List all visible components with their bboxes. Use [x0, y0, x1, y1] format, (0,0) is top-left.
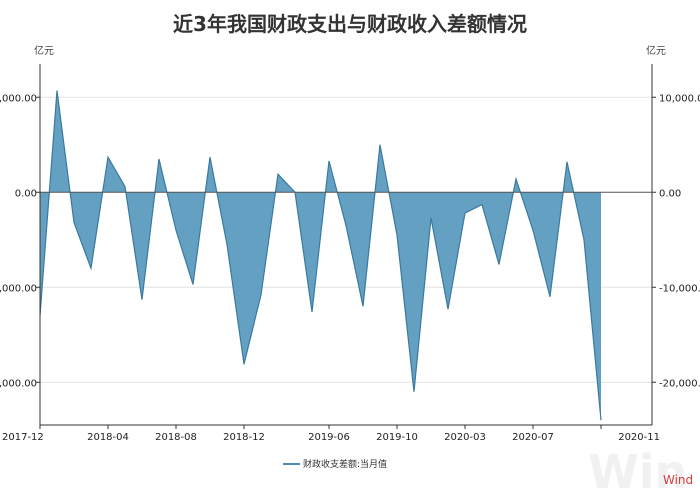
x-tick-label: 2020-11	[618, 432, 660, 443]
brand-label: Wind	[663, 473, 693, 487]
x-tick-label: 2018-08	[155, 432, 197, 443]
gridlines	[40, 96, 652, 383]
legend-label: 财政收支差额:当月值	[303, 458, 387, 470]
right-y-tick-label: -20,000.00	[659, 378, 700, 389]
right-y-axis-ticks: 10,000.00 0.00 -10,000.00 -20,000.00	[652, 93, 700, 389]
x-tick-label: 2018-04	[87, 432, 129, 443]
left-y-axis-ticks: 10,000.00 0.00 -10,000.00 -20,000.00	[0, 93, 40, 389]
x-tick-label: 2019-06	[308, 432, 350, 443]
right-axis-unit: 亿元	[646, 44, 666, 57]
left-axis-unit: 亿元	[34, 44, 54, 57]
left-y-tick-label: -10,000.00	[0, 283, 37, 294]
x-tick-label: 2019-10	[376, 432, 418, 443]
watermark: Win	[588, 445, 687, 499]
x-tick-label: 2020-07	[512, 432, 554, 443]
right-y-tick-label: 0.00	[659, 188, 681, 199]
x-tick-label: 2020-03	[444, 432, 486, 443]
x-axis-ticks: 2017-12 2018-04 2018-08 2018-12 2019-06 2019-…	[2, 425, 660, 443]
axes	[39, 64, 653, 426]
x-tick-label: 2017-12	[2, 432, 44, 443]
left-y-tick-label: 0.00	[15, 188, 37, 199]
right-y-tick-label: 10,000.00	[659, 93, 700, 104]
left-y-tick-label: -20,000.00	[0, 378, 37, 389]
left-y-tick-label: 10,000.00	[0, 93, 37, 104]
legend: 财政收支差额:当月值	[283, 458, 387, 470]
series-line	[39, 90, 602, 421]
x-tick-label: 2018-12	[223, 432, 265, 443]
right-y-tick-label: -10,000.00	[659, 283, 700, 294]
data-area	[39, 90, 602, 421]
series-area-fill	[40, 90, 601, 421]
chart-title: 近3年我国财政支出与财政收入差额情况	[173, 12, 527, 36]
